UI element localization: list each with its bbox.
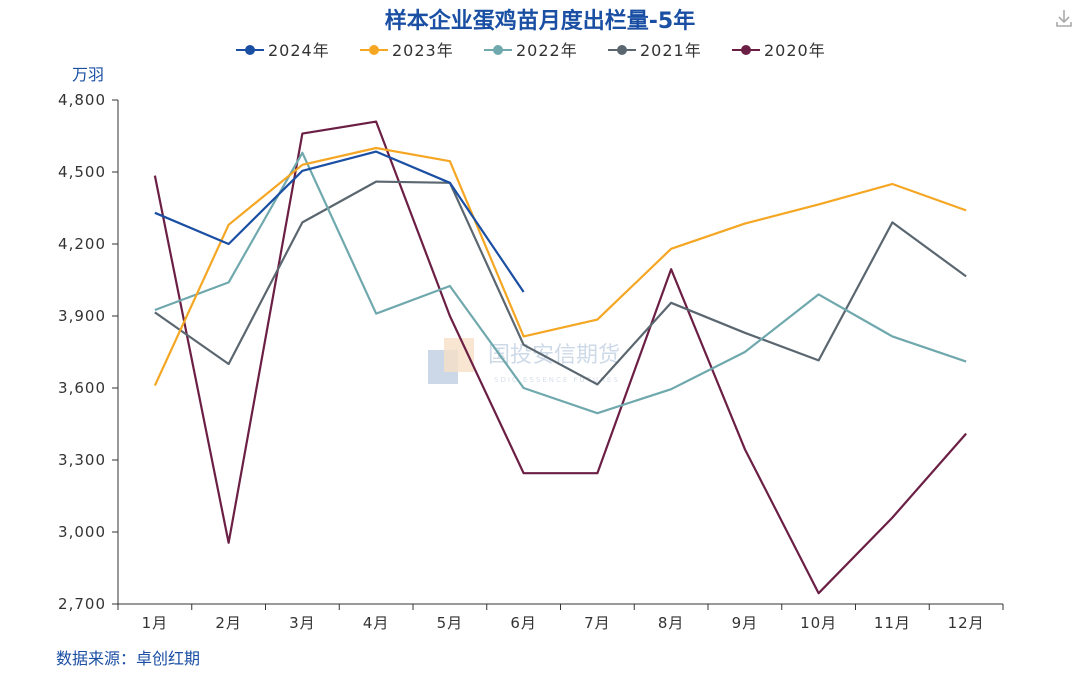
series-line-2024年 — [154, 150, 525, 293]
legend-label: 2020年 — [764, 41, 826, 60]
watermark-logo-right — [444, 338, 474, 372]
x-tick-label: 6月 — [510, 614, 537, 632]
legend: 2024年 2023年 2022年 2021年 2020年 — [236, 41, 826, 60]
x-tick-label: 7月 — [584, 614, 611, 632]
legend-label: 2022年 — [516, 41, 578, 60]
y-tick-label: 4,500 — [58, 163, 106, 181]
y-tick-label: 3,300 — [58, 451, 106, 469]
legend-marker — [617, 45, 627, 55]
y-tick-label: 4,200 — [58, 235, 106, 253]
legend-label: 2021年 — [640, 41, 702, 60]
y-axis-unit: 万羽 — [72, 65, 104, 84]
x-axis-ticks: 1月 2月 3月 4月 5月 6月 7月 8月 9月 10月 11月 12月 — [117, 604, 1004, 632]
x-tick-label: 11月 — [874, 614, 911, 632]
series-line-2023年 — [153, 146, 967, 387]
legend-marker — [369, 45, 379, 55]
x-tick-label: 3月 — [289, 614, 316, 632]
x-tick-label: 1月 — [142, 614, 169, 632]
y-tick-label: 3,000 — [58, 523, 106, 541]
series-lines — [153, 120, 967, 595]
y-tick-label: 4,800 — [58, 91, 106, 109]
x-tick-label: 8月 — [658, 614, 685, 632]
series-line-2021年 — [154, 180, 967, 386]
download-icon[interactable] — [1056, 10, 1072, 27]
legend-marker — [245, 45, 255, 55]
series-line-2020年 — [153, 120, 967, 595]
legend-label: 2024年 — [268, 41, 330, 60]
y-tick-label: 2,700 — [58, 595, 106, 613]
legend-marker — [741, 45, 751, 55]
x-tick-label: 9月 — [732, 614, 759, 632]
x-tick-label: 12月 — [948, 614, 985, 632]
watermark-text: 国投安信期货 — [488, 343, 620, 368]
x-tick-label: 4月 — [363, 614, 390, 632]
x-tick-label: 10月 — [800, 614, 837, 632]
legend-marker — [493, 45, 503, 55]
y-tick-label: 3,600 — [58, 379, 106, 397]
legend-label: 2023年 — [392, 41, 454, 60]
chart-title: 样本企业蛋鸡苗月度出栏量-5年 — [385, 8, 695, 34]
x-tick-label: 2月 — [215, 614, 242, 632]
data-source: 数据来源：卓创红期 — [56, 649, 200, 668]
y-tick-label: 3,900 — [58, 307, 106, 325]
x-tick-label: 5月 — [437, 614, 464, 632]
y-axis-ticks: 2,700 3,000 3,300 3,600 3,900 4,200 4,500 4,800 — [58, 91, 118, 613]
watermark-subtitle: SDIC ESSENCE FUTURES — [494, 376, 620, 384]
